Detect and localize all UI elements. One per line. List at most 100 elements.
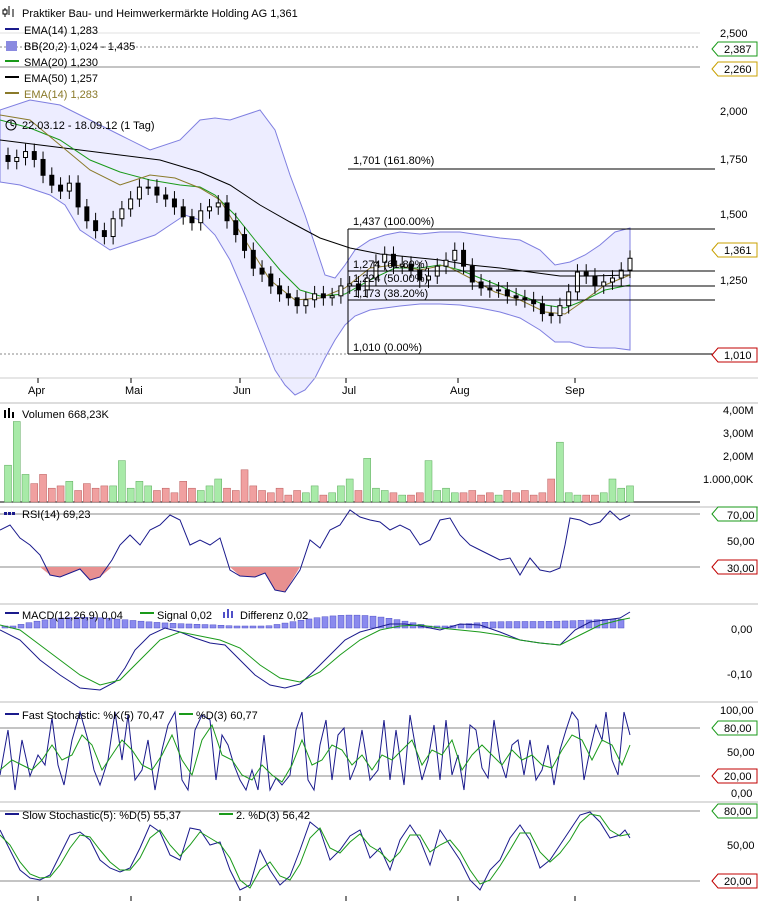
fib-label-618: 1,274 (61.80%) <box>353 259 428 271</box>
macd-histogram-bar <box>25 622 33 629</box>
volume-bar <box>4 464 12 503</box>
candle-body <box>417 269 423 281</box>
volume-bar <box>617 487 625 503</box>
chart-title: Praktiker Bau- und Heimwerkermärkte Hold… <box>22 8 298 20</box>
candle-body <box>180 206 186 218</box>
candle-body <box>49 174 55 186</box>
macd-histogram-bar <box>617 618 625 629</box>
candle-body <box>338 285 344 297</box>
macd-histogram-bar <box>217 624 225 629</box>
candle-body <box>259 267 265 275</box>
volume-bar <box>302 492 310 503</box>
volume-bar <box>275 487 284 503</box>
candle-body <box>469 265 475 283</box>
candlestick-series <box>5 143 633 324</box>
candle-body <box>277 285 283 295</box>
macd-histogram-bar <box>481 622 489 629</box>
macd-panel: MACD(12,26,9) 0,04 Signal 0,02 Differenz… <box>0 603 758 691</box>
volume-bar <box>179 481 187 503</box>
candle-body <box>574 271 580 293</box>
chart-legend: Praktiker Bau- und Heimwerkermärkte Hold… <box>2 6 298 132</box>
macd-histogram-bar <box>81 616 89 629</box>
candle-body <box>399 263 405 267</box>
candle-body <box>294 297 300 307</box>
macd-histogram-bar <box>201 624 209 629</box>
fib-label-000: 1,010 (0.00%) <box>353 342 422 354</box>
month-label-sep: Sep <box>565 385 585 397</box>
rsi-oversold-fill <box>40 567 300 592</box>
macd-histogram-bar <box>313 617 321 629</box>
macd-histogram-bar <box>377 616 385 629</box>
volume-bar <box>39 474 47 503</box>
volume-bars <box>4 421 634 503</box>
candle-body <box>373 261 379 279</box>
macd-histogram-bar <box>137 620 145 629</box>
candle-body <box>31 151 37 160</box>
candle-body <box>539 303 545 315</box>
macd-histogram-bar <box>209 624 217 629</box>
volume-bar <box>74 490 82 503</box>
candle-body <box>242 234 248 251</box>
macd-histogram-bar <box>41 619 49 629</box>
volume-icon <box>4 408 14 418</box>
macd-histogram-bar <box>57 617 65 629</box>
volume-bar <box>83 483 91 503</box>
volume-bar <box>188 487 196 503</box>
macd-signal-label: Signal 0,02 <box>157 610 212 622</box>
candle-body <box>329 295 335 299</box>
volume-bar <box>582 494 590 503</box>
fib-label-382: 1,173 (38.20%) <box>353 288 428 300</box>
candle-body <box>171 198 177 208</box>
volume-bar <box>91 487 100 503</box>
macd-histogram-bar <box>361 615 369 629</box>
month-label-apr: Apr <box>28 385 45 397</box>
volume-bar <box>512 492 520 503</box>
macd-histogram-bar <box>385 618 393 629</box>
candle-body <box>198 210 204 224</box>
date-range: 22.03.12 - 18.09.12 (1 Tag) <box>22 120 155 132</box>
candle-body <box>5 155 11 162</box>
macd-histogram-bar <box>577 620 585 629</box>
legend-sma20: SMA(20) 1,230 <box>24 57 98 69</box>
macd-label: MACD(12,26,9) 0,04 <box>22 610 123 622</box>
macd-histogram-bar <box>297 620 305 629</box>
volume-bar <box>529 494 538 503</box>
macd-histogram-bar <box>257 625 265 629</box>
legend-ema14: EMA(14) 1,283 <box>24 25 98 37</box>
histogram-icon <box>223 609 233 618</box>
candle-body <box>504 289 510 297</box>
macd-diff-label: Differenz 0,02 <box>240 610 308 622</box>
macd-histogram-bar <box>281 622 289 629</box>
macd-histogram-bar <box>225 625 233 629</box>
macd-tick-neg01: -0,10 <box>727 669 752 681</box>
macd-histogram-bar <box>33 620 41 629</box>
volume-bar <box>153 490 161 503</box>
macd-histogram-bar <box>145 621 153 629</box>
volume-bar <box>608 478 617 503</box>
volume-tick-1m: 1.000,00K <box>703 474 754 486</box>
candle-body <box>320 293 326 299</box>
macd-histogram-bar <box>609 618 617 629</box>
macd-histogram-bar <box>161 622 169 629</box>
candle-body <box>136 186 142 200</box>
candle-body <box>618 269 624 279</box>
month-label-aug: Aug <box>450 385 470 397</box>
volume-bar <box>337 485 345 503</box>
tag-1010-box <box>711 347 758 363</box>
volume-bar <box>135 481 144 503</box>
slow-stoch-d-line <box>0 811 631 891</box>
macd-histogram-bar <box>241 625 249 629</box>
macd-histogram-bar <box>193 624 201 629</box>
volume-bar <box>144 485 152 503</box>
volume-bar <box>48 487 56 503</box>
fast-stoch-tag-20: 20,00 <box>724 771 752 783</box>
fast-stoch-k-label: Fast Stochastic: %K(5) 70,47 <box>22 710 164 722</box>
volume-bar <box>65 481 74 503</box>
volume-bar <box>591 494 599 503</box>
rsi-tick-50: 50,00 <box>727 536 755 548</box>
rsi-panel: RSI(14) 69,23 70,00 50,00 30,00 <box>0 506 758 593</box>
volume-bar <box>398 494 406 503</box>
candle-body <box>145 186 151 189</box>
candle-body <box>128 198 134 210</box>
macd-histogram-bar <box>265 625 273 629</box>
